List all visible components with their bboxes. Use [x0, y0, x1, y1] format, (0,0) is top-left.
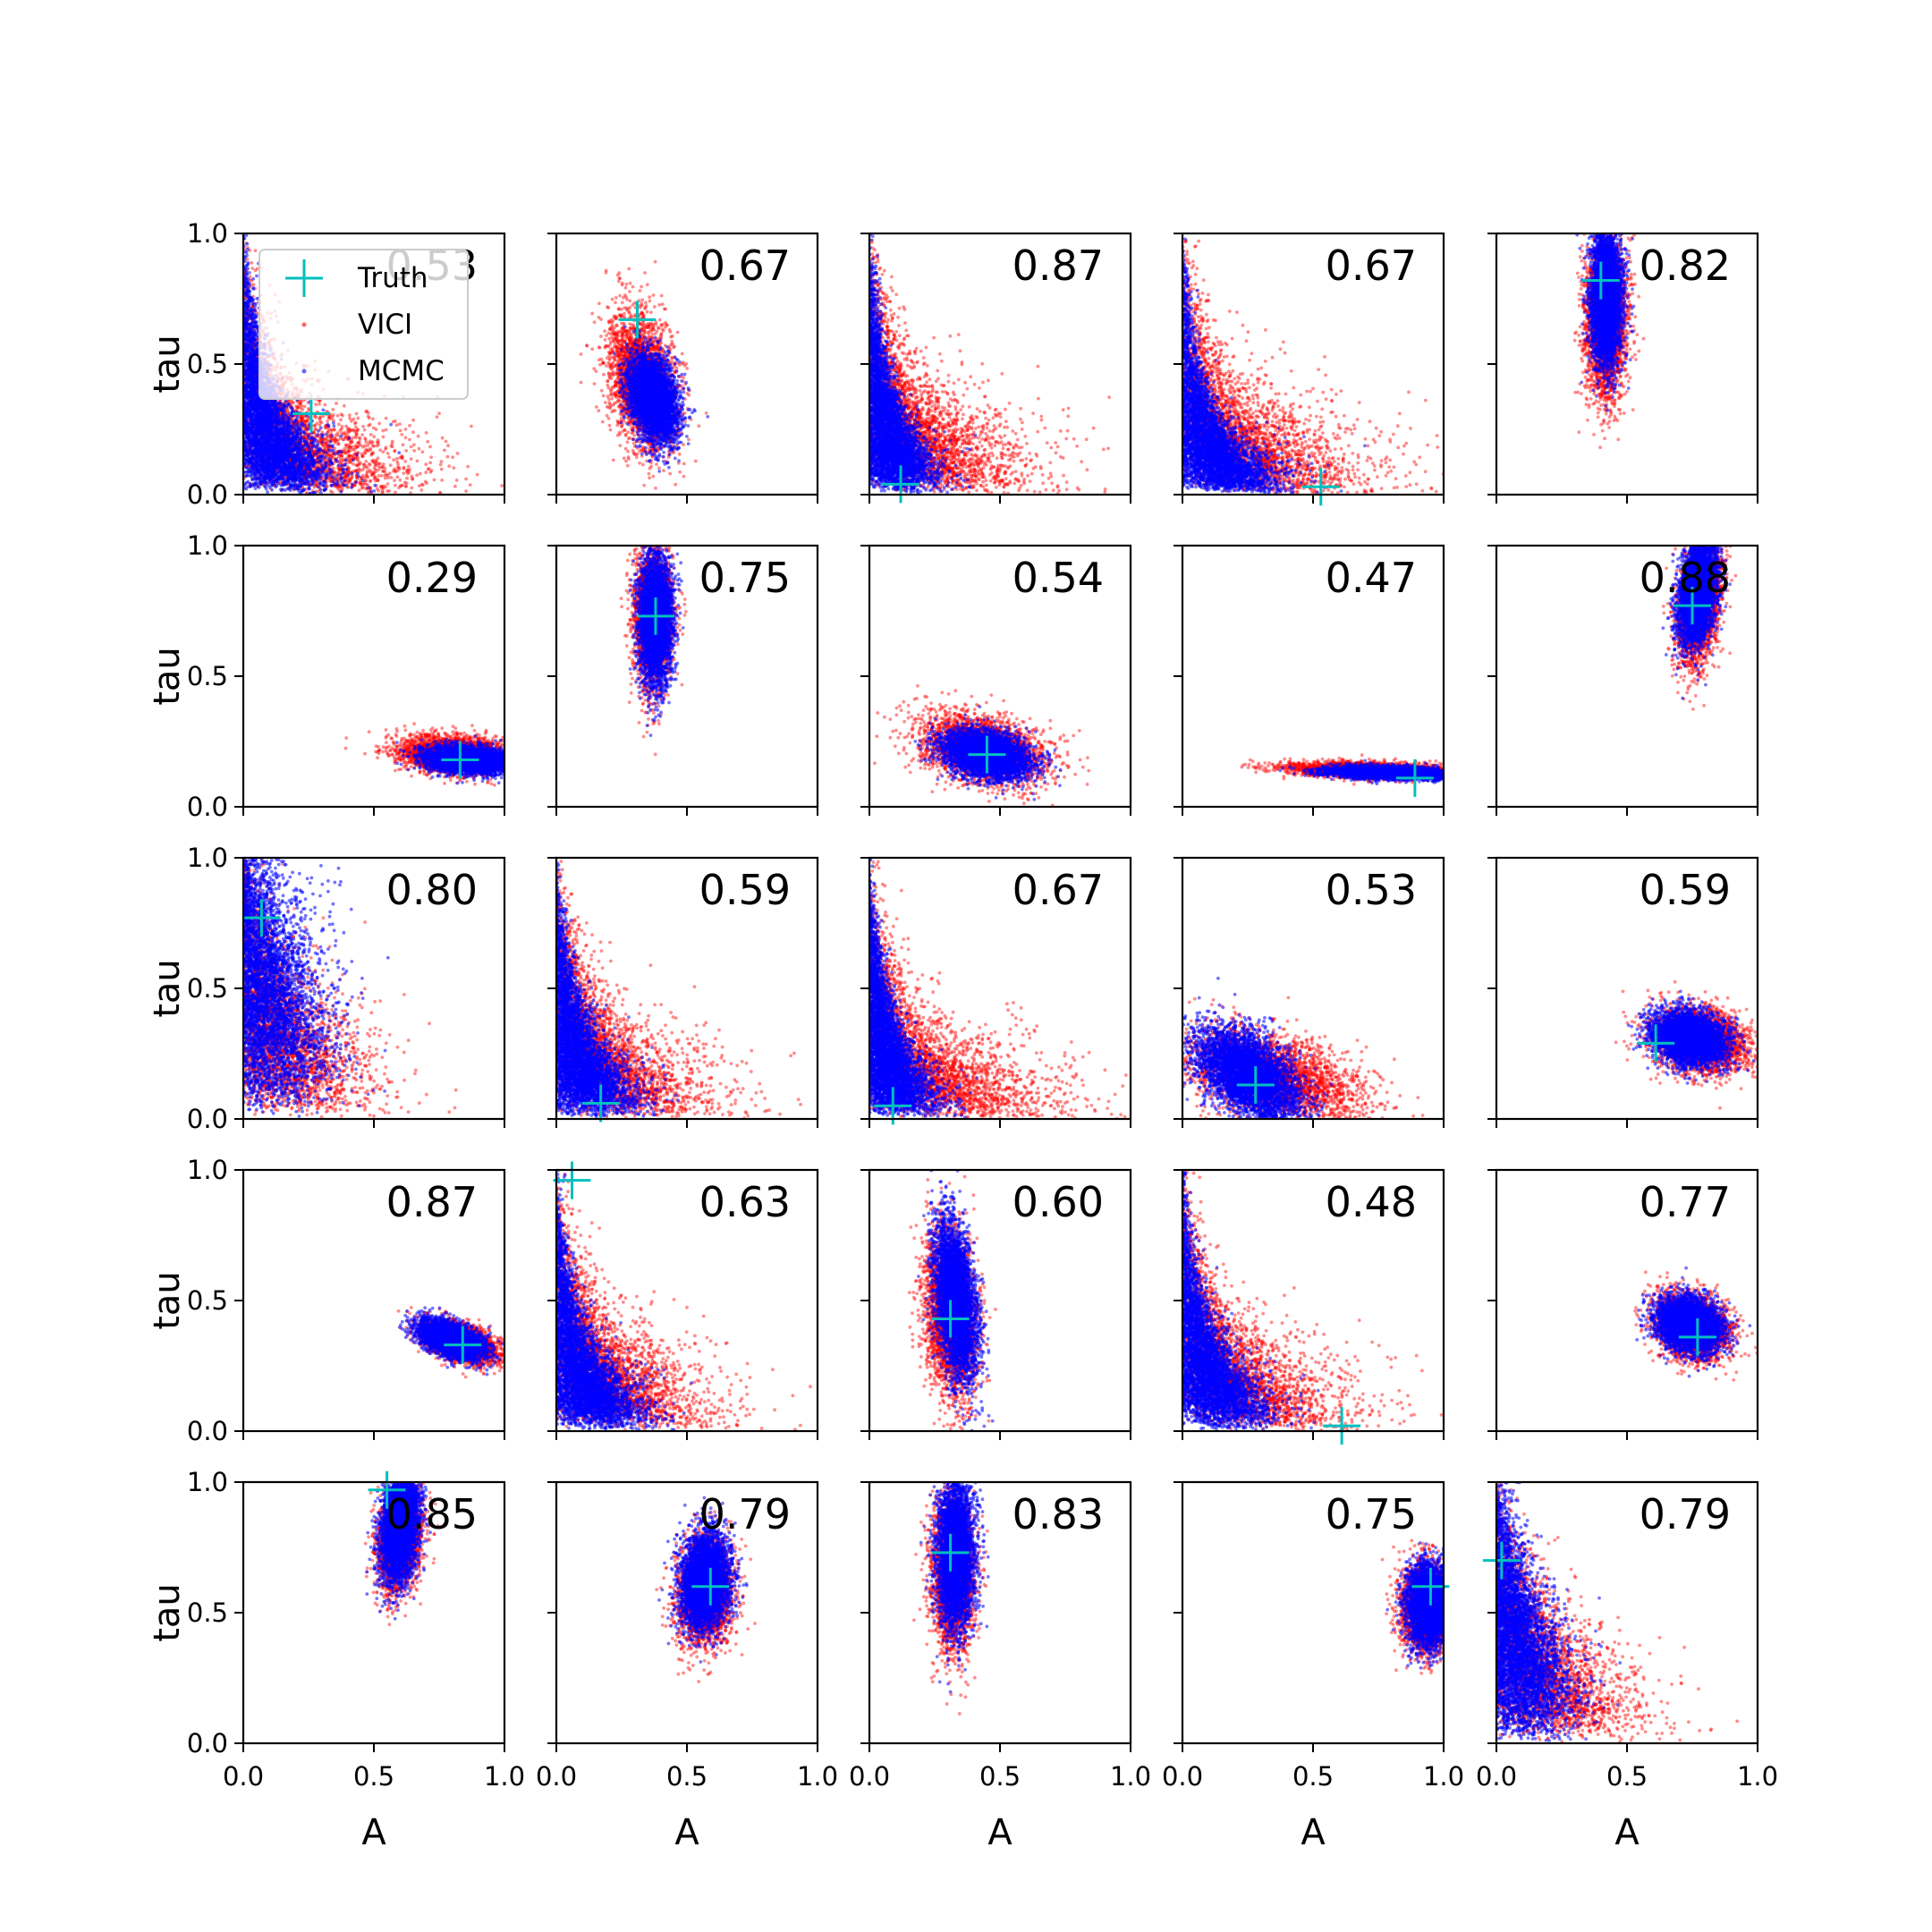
x-tick-label: 1.0 [484, 1761, 525, 1792]
overlap-score: 0.47 [1326, 554, 1417, 602]
legend: Truth VICI MCMC [259, 250, 468, 399]
y-tick-label: 0.0 [187, 792, 228, 822]
y-axis-label: tau [147, 647, 188, 706]
x-tick-label: 0.0 [1162, 1761, 1203, 1792]
overlap-score: 0.79 [1640, 1490, 1731, 1538]
overlap-score: 0.87 [386, 1178, 478, 1226]
subplot-21: 0.00.0 0.5 0.5 1.0 1.0 tau A 0.85 [147, 1467, 525, 1853]
subplot-10: 0.88 [1487, 544, 1758, 816]
x-tick-label: 0.0 [1476, 1761, 1517, 1792]
overlap-score: 0.83 [1013, 1490, 1104, 1538]
x-tick-label: 0.0 [536, 1761, 577, 1792]
subplot-19: 0.48 [1174, 1170, 1444, 1445]
overlap-score: 0.82 [1640, 242, 1731, 290]
y-tick-label: 1.0 [187, 1155, 228, 1185]
legend-mcmc-label: MCMC [358, 355, 445, 387]
overlap-score: 0.60 [1013, 1178, 1104, 1226]
overlap-score: 0.85 [386, 1490, 478, 1538]
y-tick-label: 0.5 [187, 661, 228, 691]
y-tick-label: 1.0 [187, 218, 228, 249]
subplot-24: 0.0 0.5 1.0 A 0.75 [1162, 1482, 1464, 1853]
legend-truth-label: Truth [357, 262, 428, 294]
subplot-20: 0.77 [1487, 1170, 1758, 1440]
overlap-score: 0.88 [1640, 554, 1731, 602]
overlap-score: 0.54 [1013, 554, 1104, 602]
overlap-score: 0.29 [386, 554, 478, 602]
subplot-5: 0.82 [1487, 232, 1758, 504]
legend-mcmc-marker [302, 369, 307, 374]
subplot-13: 0.67 [860, 858, 1131, 1128]
overlap-score: 0.59 [699, 866, 791, 914]
mcmc-samples [1495, 1480, 1622, 1742]
subplot-16: 0.0 0.5 1.0 tau 0.87 [147, 1155, 506, 1446]
x-tick-label: 0.5 [353, 1761, 394, 1792]
x-tick-label: 0.0 [223, 1761, 264, 1792]
x-tick-label: 0.5 [666, 1761, 708, 1792]
y-tick-label: 1.0 [187, 1467, 228, 1497]
y-axis-label: tau [147, 1271, 188, 1330]
y-axis-label: tau [147, 959, 188, 1018]
y-tick-label: 0.0 [187, 1416, 228, 1446]
subplot-14: 0.53 [1174, 858, 1444, 1128]
overlap-score: 0.59 [1640, 866, 1731, 914]
x-tick-label: 0.5 [979, 1761, 1021, 1792]
subplot-18: 0.60 [860, 1169, 1131, 1440]
x-axis-label: A [674, 1812, 699, 1853]
x-axis-label: A [1301, 1812, 1326, 1853]
x-tick-label: 0.5 [1292, 1761, 1334, 1792]
y-tick-label: 0.0 [187, 479, 228, 510]
subplot-3: 0.87 [860, 233, 1131, 504]
x-tick-label: 1.0 [1423, 1761, 1464, 1792]
mcmc-samples [628, 544, 684, 737]
subplot-2: 0.67 [547, 233, 818, 504]
x-tick-label: 1.0 [1737, 1761, 1778, 1792]
mcmc-samples [1181, 1170, 1320, 1432]
y-tick-label: 0.5 [187, 1597, 228, 1628]
subplot-12: 0.59 [547, 858, 818, 1128]
overlap-score: 0.79 [699, 1490, 791, 1538]
x-axis-label: A [1614, 1812, 1640, 1853]
subplot-8: 0.54 [860, 546, 1131, 816]
subplot-15: 0.59 [1487, 858, 1759, 1128]
x-tick-label: 1.0 [1110, 1761, 1151, 1792]
legend-vici-label: VICI [358, 309, 412, 341]
legend-vici-marker [302, 323, 307, 327]
y-tick-label: 1.0 [187, 530, 228, 561]
overlap-score: 0.75 [699, 554, 791, 602]
overlap-score: 0.48 [1326, 1178, 1417, 1226]
x-tick-label: 0.0 [849, 1761, 890, 1792]
overlap-score: 0.80 [386, 866, 478, 914]
overlap-score: 0.87 [1013, 242, 1104, 290]
subplot-6: 0.0 0.5 1.0 tau 0.29 [147, 530, 506, 822]
x-axis-label: A [361, 1812, 386, 1853]
x-tick-label: 1.0 [797, 1761, 838, 1792]
y-tick-label: 0.0 [187, 1104, 228, 1134]
subplot-17: 0.63 [547, 1162, 818, 1440]
overlap-score: 0.63 [699, 1178, 791, 1226]
y-tick-label: 1.0 [187, 843, 228, 873]
overlap-score: 0.67 [1013, 866, 1104, 914]
overlap-score: 0.77 [1640, 1178, 1731, 1226]
subplot-22: 0.0 0.5 1.0 A 0.79 [536, 1482, 838, 1853]
x-axis-label: A [987, 1812, 1013, 1853]
subplot-7: 0.75 [547, 544, 818, 816]
y-tick-label: 0.5 [187, 349, 228, 379]
overlap-score: 0.75 [1326, 1490, 1417, 1538]
overlap-score: 0.53 [1326, 866, 1417, 914]
subplot-23: 0.0 0.5 1.0 A 0.83 [849, 1480, 1151, 1853]
subplot-11: 0.0 0.5 1.0 tau 0.80 [147, 843, 504, 1134]
y-tick-label: 0.0 [187, 1728, 228, 1758]
y-tick-label: 0.5 [187, 1285, 228, 1316]
subplot-9: 0.47 [1174, 546, 1445, 816]
y-axis-label: tau [147, 335, 188, 394]
x-tick-label: 0.5 [1606, 1761, 1648, 1792]
y-tick-label: 0.5 [187, 973, 228, 1004]
subplot-4: 0.67 [1174, 233, 1445, 505]
overlap-score: 0.67 [1326, 242, 1417, 290]
y-axis-label: tau [147, 1583, 188, 1642]
subplot-25: 0.0 0.5 1.0 A 0.79 [1476, 1480, 1778, 1853]
overlap-score: 0.67 [699, 242, 791, 290]
